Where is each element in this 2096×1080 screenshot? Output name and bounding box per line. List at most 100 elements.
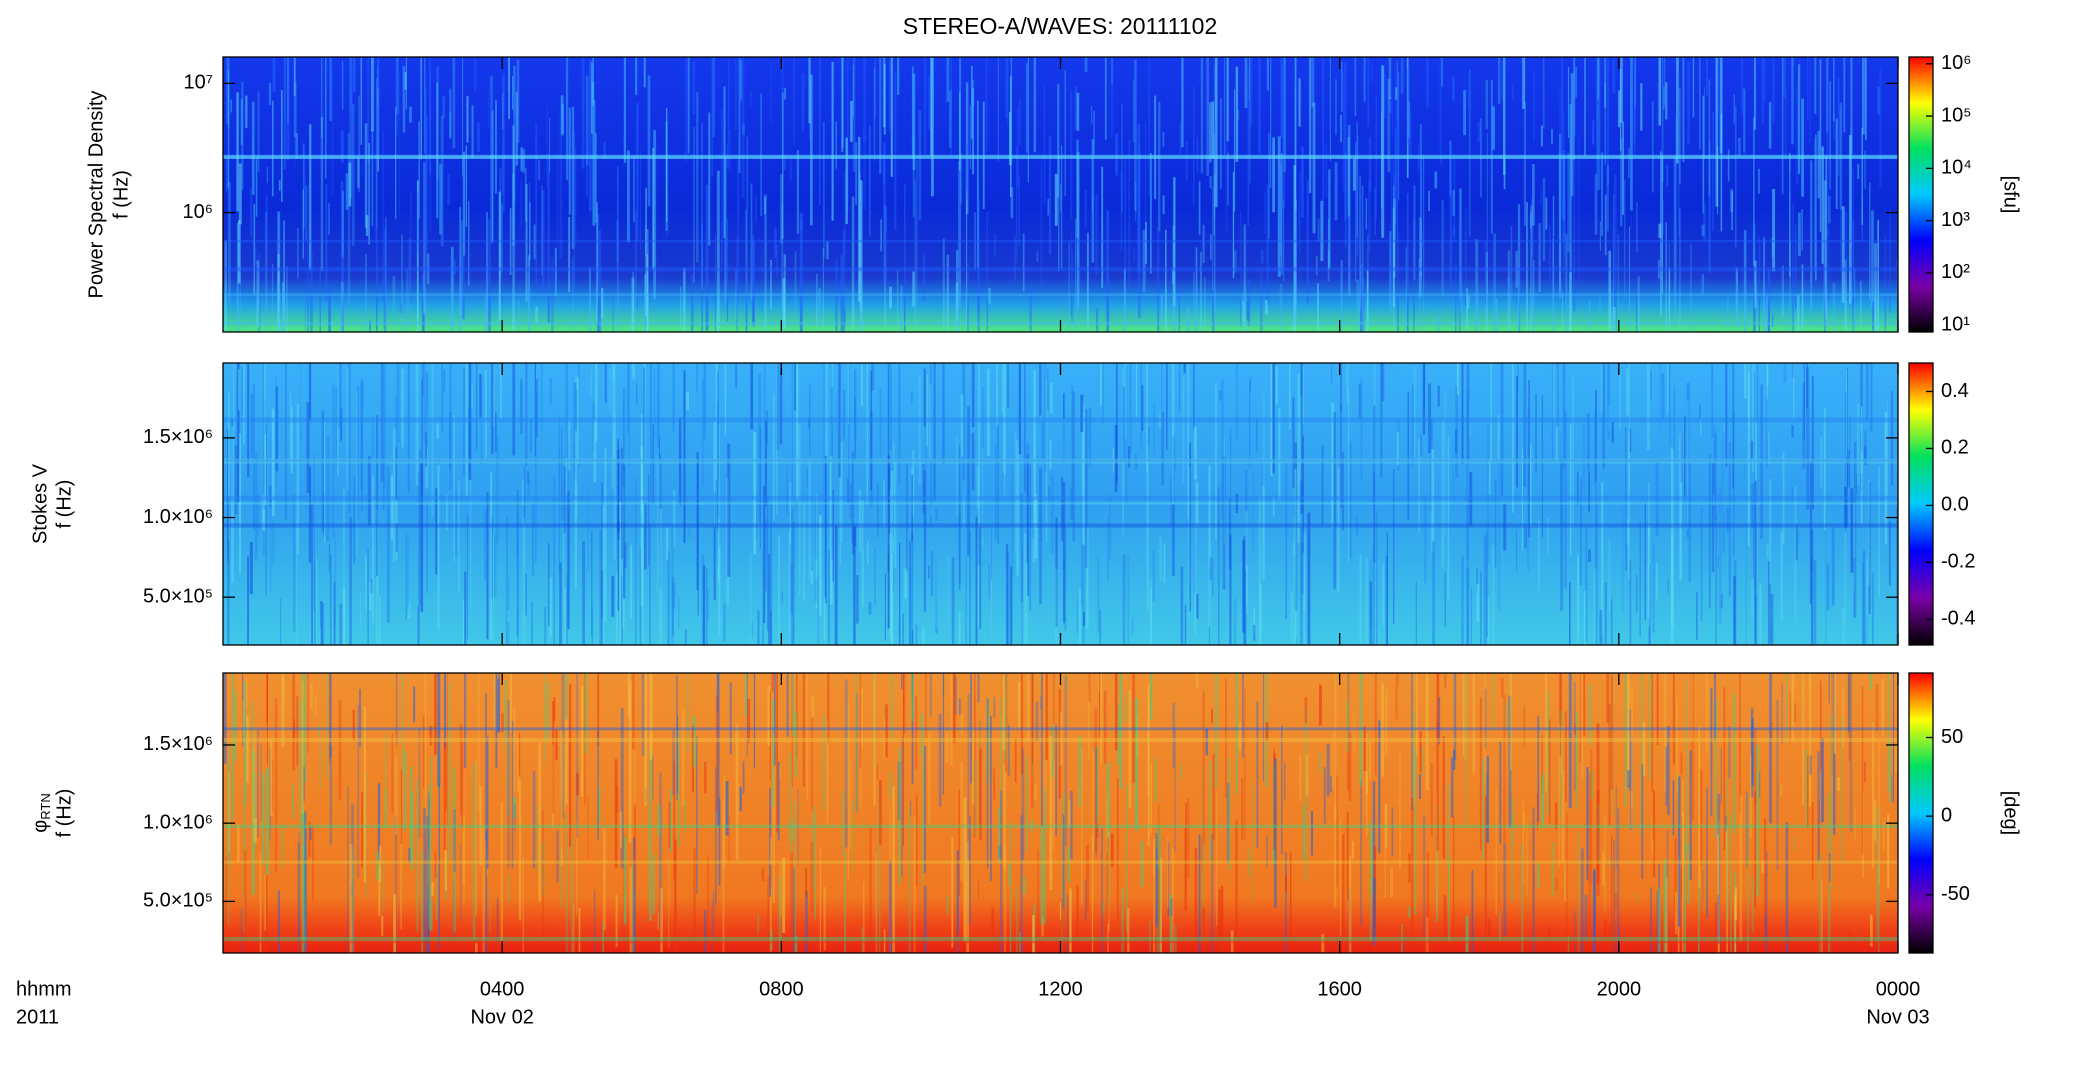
texture-streak — [417, 472, 421, 611]
texture-streak — [1195, 247, 1198, 332]
texture-streak — [1702, 95, 1705, 214]
texture-streak — [1503, 503, 1507, 551]
texture-streak — [875, 853, 878, 953]
texture-streak — [1260, 250, 1264, 264]
texture-streak — [1673, 385, 1675, 458]
texture-streak — [1468, 69, 1471, 237]
texture-streak — [296, 403, 300, 555]
texture-streak — [1826, 76, 1829, 237]
texture-streak — [271, 100, 274, 197]
texture-streak — [1648, 482, 1650, 627]
texture-streak — [1466, 295, 1470, 309]
texture-streak — [293, 719, 296, 739]
texture-streak — [314, 697, 317, 716]
texture-streak — [1219, 390, 1222, 401]
texture-streak — [1088, 673, 1091, 703]
texture-streak — [1711, 363, 1714, 438]
texture-streak — [1715, 514, 1717, 645]
texture-streak — [1807, 57, 1809, 122]
texture-streak — [1599, 609, 1603, 645]
texture-streak — [1708, 79, 1711, 196]
texture-streak — [1458, 218, 1461, 332]
texture-streak — [1040, 826, 1044, 925]
texture-streak — [1793, 363, 1795, 420]
texture-streak — [1564, 863, 1567, 903]
y-tick-label: 1.5×10⁶ — [143, 733, 213, 755]
texture-streak — [1754, 372, 1756, 541]
texture-streak — [769, 691, 771, 782]
texture-streak — [1259, 269, 1263, 332]
texture-streak — [1149, 920, 1151, 953]
y-axis-label-subscript: RTN — [38, 793, 53, 819]
texture-streak — [1446, 783, 1450, 867]
texture-streak — [957, 685, 959, 714]
texture-streak — [1007, 863, 1010, 886]
texture-streak — [1155, 833, 1158, 928]
texture-streak — [293, 57, 296, 97]
texture-band — [223, 417, 1898, 423]
texture-streak — [506, 745, 510, 815]
texture-streak — [1331, 402, 1335, 529]
texture-streak — [290, 407, 293, 474]
texture-streak — [329, 745, 333, 845]
texture-streak — [1348, 389, 1350, 562]
texture-streak — [745, 254, 748, 332]
texture-streak — [1031, 673, 1034, 764]
texture-streak — [1655, 462, 1659, 536]
texture-streak — [522, 148, 526, 173]
texture-streak — [1747, 796, 1749, 953]
texture-streak — [1281, 725, 1283, 855]
texture-streak — [575, 375, 578, 518]
texture-streak — [1511, 811, 1514, 846]
texture-streak — [1194, 426, 1197, 480]
texture-streak — [1477, 121, 1480, 143]
texture-streak — [942, 238, 945, 332]
texture-streak — [1795, 85, 1799, 185]
texture-streak — [1648, 564, 1651, 645]
texture-streak — [228, 391, 230, 541]
texture-streak — [1348, 855, 1352, 953]
texture-streak — [1633, 57, 1637, 140]
texture-streak — [1637, 276, 1640, 332]
texture-streak — [453, 767, 456, 932]
texture-streak — [1510, 226, 1513, 304]
texture-streak — [1551, 363, 1554, 462]
texture-streak — [962, 363, 966, 481]
texture-streak — [535, 391, 537, 564]
texture-streak — [781, 592, 783, 604]
texture-streak — [1767, 561, 1771, 645]
texture-streak — [1766, 851, 1768, 953]
texture-streak — [576, 377, 580, 465]
texture-streak — [1373, 878, 1376, 945]
texture-streak — [633, 275, 635, 332]
texture-streak — [855, 693, 858, 813]
texture-streak — [408, 848, 411, 863]
texture-streak — [713, 491, 716, 601]
texture-streak — [792, 868, 796, 953]
texture-streak — [1376, 510, 1378, 645]
texture-streak — [1686, 680, 1688, 853]
texture-streak — [1839, 102, 1843, 210]
texture-streak — [1069, 888, 1072, 953]
texture-streak — [1356, 121, 1358, 238]
texture-streak — [1418, 258, 1421, 332]
texture-streak — [1426, 852, 1429, 953]
texture-streak — [1697, 879, 1700, 953]
texture-streak — [1374, 187, 1376, 236]
texture-streak — [231, 426, 234, 583]
texture-streak — [311, 504, 313, 645]
texture-streak — [597, 316, 601, 331]
texture-streak — [1760, 384, 1763, 540]
texture-streak — [649, 750, 652, 922]
texture-streak — [1573, 57, 1575, 161]
texture-streak — [558, 447, 561, 573]
texture-streak — [956, 850, 959, 953]
texture-streak — [320, 601, 323, 645]
texture-streak — [243, 363, 245, 445]
texture-streak — [328, 203, 330, 235]
texture-streak — [485, 830, 488, 953]
texture-streak — [1249, 57, 1251, 184]
texture-streak — [426, 505, 429, 593]
texture-streak — [241, 908, 243, 953]
texture-streak — [1837, 776, 1840, 792]
